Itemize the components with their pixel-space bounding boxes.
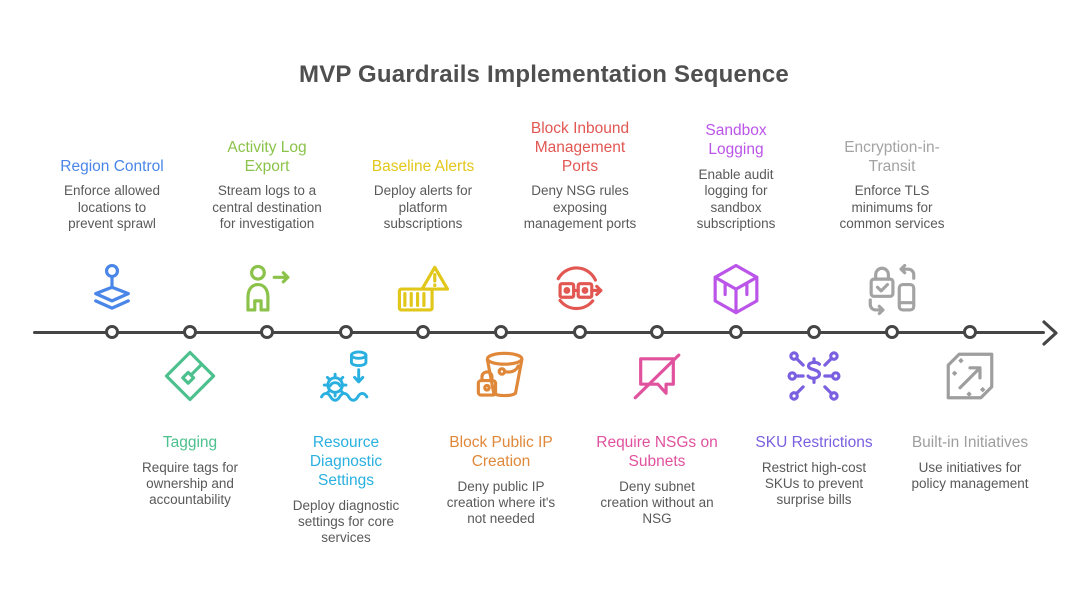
item-description: Deny NSG rules exposing management ports [523, 183, 637, 231]
tagging-icon [161, 347, 219, 405]
item-title: Sandbox Logging [705, 122, 767, 159]
timeline-node-dot [885, 325, 899, 339]
item-title: Require NSGs on Subnets [596, 434, 718, 470]
item-title: Baseline Alerts [371, 157, 475, 175]
item-description: Deploy diagnostic settings for core serv… [292, 497, 400, 546]
item-description: Stream logs to a central destination for… [212, 183, 322, 231]
require-nsgs-icon [628, 347, 686, 405]
item-title: Encryption-in- Transit [844, 138, 940, 175]
item-title: Region Control [60, 157, 164, 175]
item-description: Use initiatives for policy management [911, 459, 1029, 492]
timeline-node-dot [416, 325, 430, 339]
item-title: Resource Diagnostic Settings [309, 434, 383, 489]
timeline-axis [33, 331, 1045, 334]
item-description: Enable audit logging for sandbox subscri… [696, 167, 776, 231]
built-in-initiatives-icon [941, 347, 999, 405]
item-description: Enforce allowed locations to prevent spr… [63, 183, 161, 231]
timeline-node-dot [105, 325, 119, 339]
item-title: SKU Restrictions [755, 434, 873, 451]
baseline-alerts-icon [394, 261, 452, 319]
timeline-arrowhead-icon [1042, 320, 1058, 346]
timeline-node-dot [183, 325, 197, 339]
timeline-node-dot [807, 325, 821, 339]
activity-log-export-icon [238, 261, 296, 319]
item-title: Built-in Initiatives [911, 434, 1029, 451]
item-title: Block Public IP Creation [449, 434, 553, 470]
sandbox-logging-icon [707, 261, 765, 319]
resource-diagnostic-settings-icon [317, 347, 375, 405]
item-title: Tagging [162, 434, 218, 451]
item-description: Require tags for ownership and accountab… [141, 459, 239, 508]
item-description: Restrict high-cost SKUs to prevent surpr… [761, 459, 867, 508]
timeline-node-dot [494, 325, 508, 339]
item-description: Deny subnet creation without an NSG [600, 478, 714, 527]
block-inbound-ports-icon [551, 261, 609, 319]
item-title: Activity Log Export [227, 138, 307, 175]
timeline-node-dot [729, 325, 743, 339]
block-public-ip-icon [472, 347, 530, 405]
timeline-node-dot [573, 325, 587, 339]
item-title: Block Inbound Management Ports [530, 119, 630, 175]
encryption-in-transit-icon [863, 261, 921, 319]
timeline-node-dot [963, 325, 977, 339]
timeline-node-dot [339, 325, 353, 339]
page-title: MVP Guardrails Implementation Sequence [299, 61, 789, 88]
item-description: Enforce TLS minimums for common services [839, 183, 945, 231]
timeline-node-dot [260, 325, 274, 339]
timeline-node-dot [650, 325, 664, 339]
region-control-icon [83, 261, 141, 319]
sku-restrictions-icon [785, 347, 843, 405]
item-description: Deny public IP creation where it's not n… [446, 478, 556, 527]
item-description: Deploy alerts for platform subscriptions [373, 183, 473, 231]
